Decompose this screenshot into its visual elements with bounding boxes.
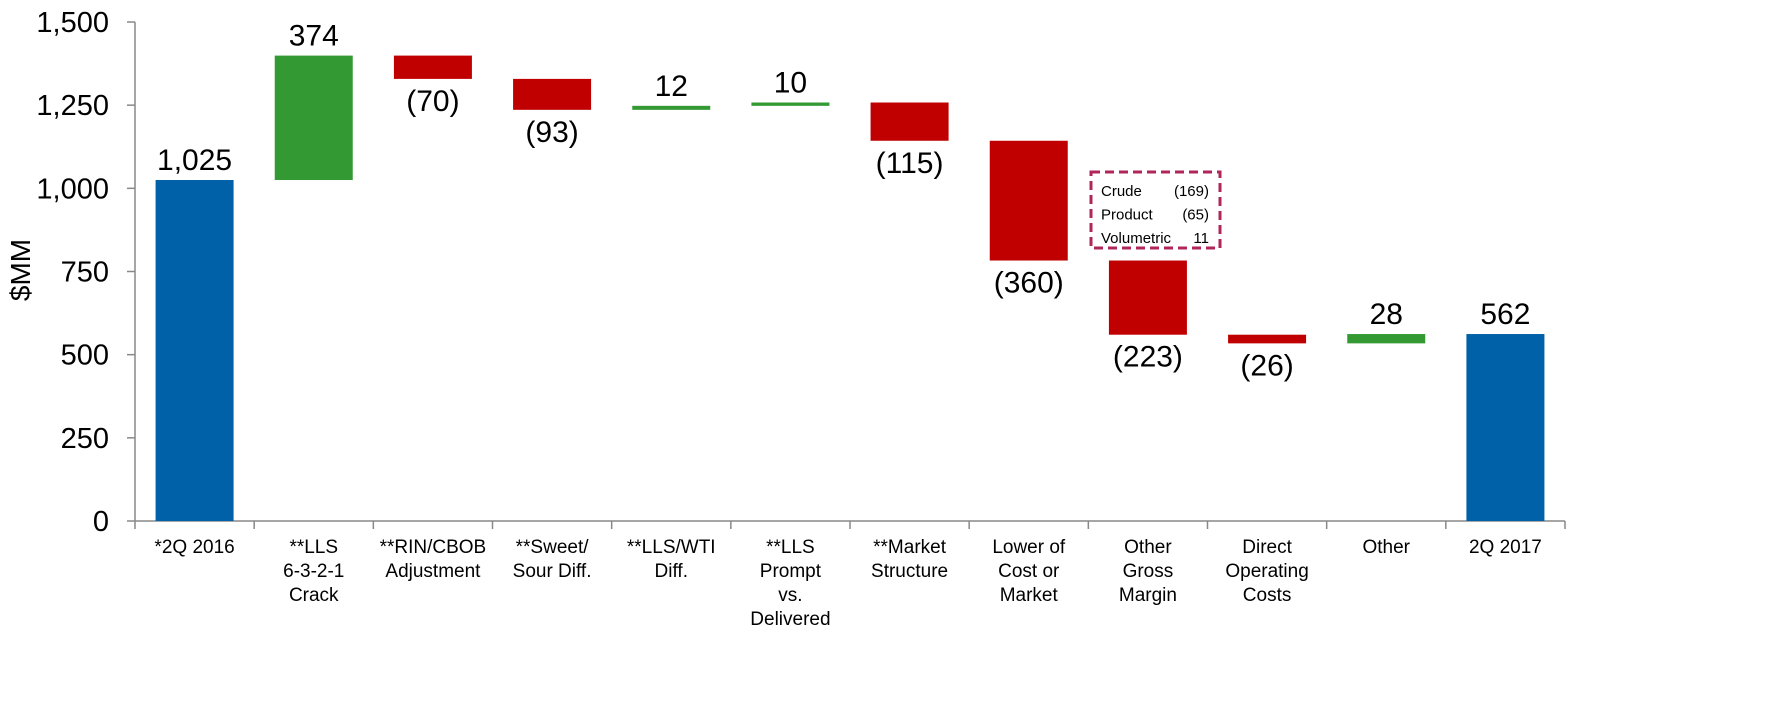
y-tick-label: 1,500 <box>36 7 109 39</box>
x-tick-label: **LLS/WTI <box>627 537 716 558</box>
x-tick-label: Crack <box>289 585 339 606</box>
x-tick-label: Diff. <box>655 561 688 582</box>
y-tick-label: 1,000 <box>36 173 109 205</box>
annotation-value: (169) <box>1174 183 1209 200</box>
data-label: 1,025 <box>157 144 232 177</box>
bar <box>632 105 711 110</box>
y-tick-label: 500 <box>61 340 109 372</box>
data-label: 28 <box>1370 298 1403 331</box>
bar <box>989 140 1068 261</box>
data-label: 12 <box>655 70 688 103</box>
x-tick-label: Adjustment <box>385 561 481 582</box>
y-tick-label: 1,250 <box>36 90 109 122</box>
x-tick-label: 2Q 2017 <box>1469 537 1542 558</box>
bar <box>751 102 830 106</box>
y-tick-label: 0 <box>93 506 109 538</box>
x-tick-label: Sour Diff. <box>513 561 592 582</box>
y-tick-label: 750 <box>61 257 109 289</box>
data-label: (70) <box>406 85 459 118</box>
bar <box>513 78 592 110</box>
data-label: 562 <box>1480 298 1530 331</box>
data-label: 10 <box>774 67 807 100</box>
data-label: 374 <box>289 20 339 53</box>
bar <box>155 180 234 521</box>
x-tick-label: vs. <box>778 585 802 606</box>
x-tick-label: Operating <box>1225 561 1308 582</box>
annotation-value: 11 <box>1193 230 1209 247</box>
x-tick-label: Margin <box>1119 585 1177 606</box>
data-label: (360) <box>994 267 1064 300</box>
data-label: (93) <box>525 116 578 149</box>
annotation-label: Product <box>1101 207 1154 224</box>
x-tick-label: Structure <box>871 561 948 582</box>
annotation-label: Volumetric <box>1101 230 1172 247</box>
annotation-value: (65) <box>1182 207 1209 224</box>
data-label: (115) <box>876 147 944 180</box>
x-tick-label: Prompt <box>760 561 822 582</box>
x-tick-label: **LLS <box>766 537 815 558</box>
x-tick-label: Delivered <box>750 609 830 630</box>
x-tick-label: **RIN/CBOB <box>380 537 487 558</box>
bar <box>274 55 353 181</box>
y-tick-label: 250 <box>61 423 109 455</box>
bar <box>1228 334 1307 344</box>
x-tick-label: *2Q 2016 <box>154 537 234 558</box>
annotation-label: Crude <box>1101 183 1142 200</box>
x-tick-label: Other <box>1362 537 1410 558</box>
bar <box>870 102 949 141</box>
bar <box>393 55 472 79</box>
bar <box>1108 260 1187 335</box>
y-axis-label: $MM <box>5 239 36 301</box>
x-tick-label: Cost or <box>998 561 1060 582</box>
x-tick-label: **Sweet/ <box>516 537 590 558</box>
x-tick-label: Gross <box>1123 561 1174 582</box>
annotation-box <box>1089 170 1222 250</box>
bar <box>1466 334 1545 521</box>
x-tick-label: Other <box>1124 537 1172 558</box>
x-tick-label: Lower of <box>992 537 1066 558</box>
data-label: (26) <box>1240 349 1293 382</box>
data-label: (223) <box>1113 341 1183 374</box>
x-tick-label: **LLS <box>289 537 338 558</box>
bar <box>1347 334 1426 344</box>
x-tick-label: **Market <box>873 537 947 558</box>
x-tick-label: Costs <box>1243 585 1292 606</box>
x-tick-label: Market <box>1000 585 1059 606</box>
x-tick-label: 6-3-2-1 <box>283 561 344 582</box>
x-tick-label: Direct <box>1242 537 1292 558</box>
